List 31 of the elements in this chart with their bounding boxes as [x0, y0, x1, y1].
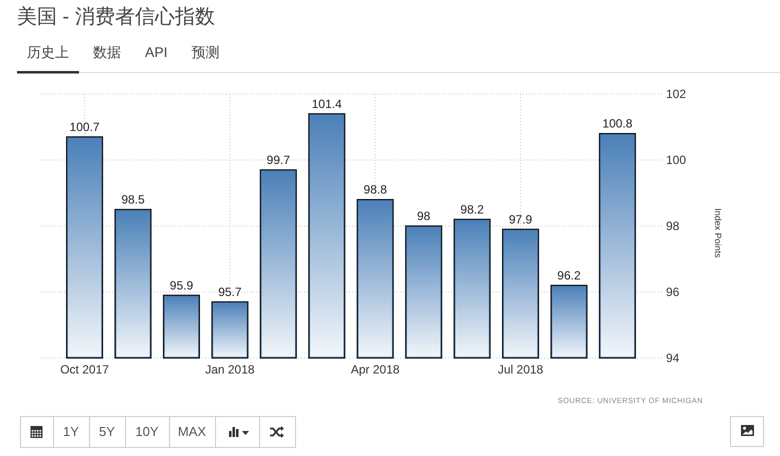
x-tick-label: Jul 2018: [498, 362, 544, 377]
data-label: 99.7: [266, 152, 290, 167]
data-label: 101.4: [312, 96, 342, 111]
chart-title: 美国 - 消费者信心指数: [17, 5, 215, 28]
y-axis-title: Index Points: [713, 208, 723, 258]
data-label: 95.7: [218, 284, 242, 299]
data-label: 100.8: [602, 116, 633, 131]
x-tick-label: Oct 2017: [60, 362, 110, 377]
data-label: 96.2: [557, 268, 581, 282]
y-tick-label: 100: [666, 152, 686, 167]
text: API: [145, 44, 168, 60]
text: 5Y: [99, 424, 116, 439]
data-label: 97.9: [508, 212, 533, 226]
y-tick-label: 102: [666, 86, 686, 101]
data-label: 98: [416, 209, 431, 223]
data-label: 95.9: [170, 278, 194, 292]
x-tick-label: Apr 2018: [350, 362, 400, 377]
data-label: 98.2: [460, 202, 484, 216]
text: MAX: [178, 424, 206, 439]
text: 10Y: [135, 424, 159, 439]
data-label: 100.7: [70, 120, 100, 134]
data-label: 98.5: [121, 192, 146, 206]
y-tick-label: 98: [666, 218, 680, 233]
text: 1Y: [63, 424, 80, 439]
data-label: 98.8: [364, 182, 388, 197]
text: 历史上: [27, 44, 69, 60]
y-tick-label: 94: [666, 350, 680, 365]
x-tick-label: Jan 2018: [205, 362, 255, 377]
text: 预测: [192, 44, 220, 60]
text: 数据: [93, 44, 121, 60]
y-tick-label: 96: [666, 284, 680, 299]
